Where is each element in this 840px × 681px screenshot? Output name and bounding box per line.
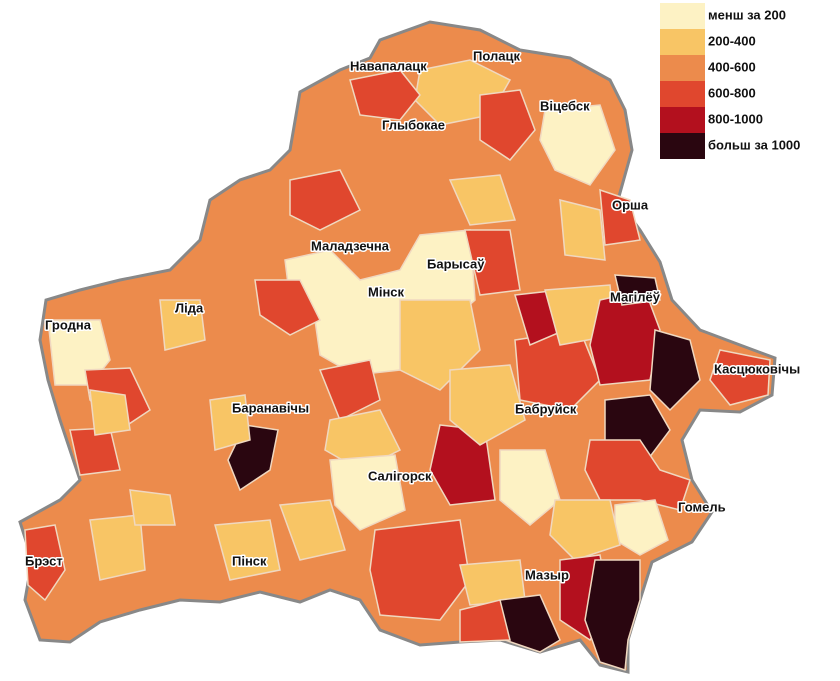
district — [559, 199, 606, 261]
city-label: Баранавічы — [232, 400, 309, 415]
legend-label: 800-1000 — [708, 111, 763, 126]
district — [549, 499, 621, 561]
district — [89, 514, 146, 581]
city-label: Брэст — [25, 553, 63, 568]
city-label: Барысаў — [427, 256, 485, 271]
district — [539, 104, 616, 186]
district — [584, 439, 691, 511]
district — [159, 299, 206, 351]
district — [89, 389, 131, 436]
district — [448, 174, 517, 226]
district — [449, 364, 526, 446]
city-label: Салігорск — [368, 468, 432, 483]
regions — [18, 20, 777, 674]
legend: менш за 200 200-400 400-600 600-800 800-1000… — [660, 3, 800, 159]
city-label: Орша — [612, 197, 649, 212]
city-label: Маладзечна — [311, 238, 390, 253]
city-label: Гомель — [678, 499, 726, 514]
legend-swatch — [660, 133, 705, 159]
legend-label: больш за 1000 — [708, 137, 800, 152]
district — [254, 279, 322, 336]
district — [214, 519, 281, 581]
district — [369, 519, 471, 621]
legend-label: 200-400 — [708, 33, 756, 48]
legend-swatch — [660, 107, 705, 133]
district — [459, 599, 511, 643]
district — [614, 274, 661, 306]
legend-label: 400-600 — [708, 59, 756, 74]
city-label: Гродна — [45, 317, 92, 332]
district — [709, 349, 771, 406]
legend-label: менш за 200 — [708, 7, 786, 22]
district — [329, 454, 406, 531]
city-label: Мінск — [368, 284, 405, 299]
city-label: Ліда — [175, 300, 204, 315]
legend-swatch — [660, 29, 705, 55]
district — [289, 169, 362, 231]
district — [24, 524, 66, 602]
city-label: Навапалацк — [350, 58, 427, 73]
district — [584, 559, 641, 671]
legend-label: 600-800 — [708, 85, 756, 100]
city-label: Полацк — [473, 48, 520, 63]
legend-swatch — [660, 55, 705, 81]
city-label: Бабруйск — [515, 401, 577, 416]
city-label: Мазыр — [525, 567, 569, 582]
district — [499, 449, 561, 526]
district — [649, 329, 701, 412]
legend-swatch — [660, 3, 705, 29]
district — [209, 394, 251, 451]
legend-swatch — [660, 81, 705, 107]
city-label: Віцебск — [540, 98, 590, 113]
district — [464, 229, 521, 296]
district — [349, 69, 421, 121]
labels: Навапалацк Полацк Віцебск Глыбокае Орша Малад… — [24, 47, 802, 584]
district — [129, 489, 176, 526]
district — [318, 359, 381, 422]
city-label: Глыбокае — [382, 117, 445, 132]
city-label: Пінск — [232, 553, 267, 568]
district — [479, 89, 536, 161]
city-label: Магілёў — [610, 289, 661, 304]
district — [599, 188, 641, 246]
district — [278, 499, 346, 561]
city-label: Касцюковічы — [714, 361, 800, 376]
